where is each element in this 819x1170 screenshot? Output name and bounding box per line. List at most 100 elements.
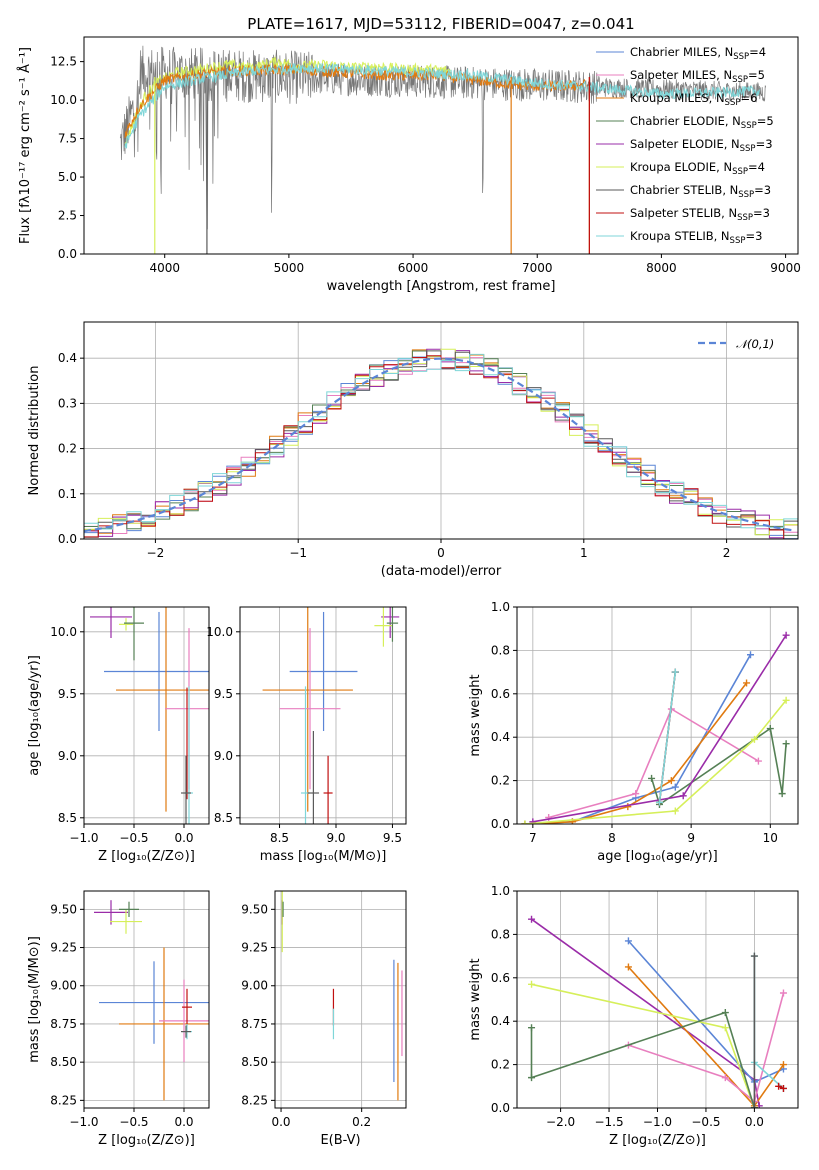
y-tick-label: 8.50 [50, 1055, 77, 1069]
y-tick-label: 0.8 [491, 643, 510, 657]
y-axis-label: mass weight [468, 958, 483, 1040]
weight-marker [528, 1074, 536, 1082]
x-tick-label: 0.2 [352, 1115, 371, 1129]
axes-frame [83, 321, 799, 540]
legend-label: Kroupa ELODIE, NSSP=4 [630, 160, 765, 177]
y-tick-label: 9.5 [58, 687, 77, 701]
legend-label-sub: SSP [730, 236, 746, 246]
y-tick-label: 0.0 [58, 247, 77, 261]
axes-weight_vs_Z: −2.0 −1.5 −1.0 −0.5 0.0 0.0 0.2 0.4 0.6 0.8 1.0 Z [… [468, 884, 799, 1148]
x-tick-label: −1 [289, 546, 307, 560]
y-tick-label: 10.0 [206, 625, 233, 639]
weight-marker [747, 651, 755, 659]
x-tick-label: 10 [763, 831, 778, 845]
y-tick-label: 0.4 [491, 1014, 510, 1028]
x-axis-label: Z [log₁₀(Z/Z⊙)] [98, 849, 195, 864]
axes-frame [83, 606, 210, 825]
weight-line-kroupa-elodie [524, 699, 787, 824]
plot-area-mass_vs_ebv [281, 891, 403, 1101]
x-tick-label: −1.5 [594, 1115, 623, 1129]
legend-label-sub: SSP [733, 52, 749, 62]
legend-label-main: Chabrier STELIB, N [630, 183, 738, 197]
weight-marker [671, 807, 679, 815]
weight-line-kroupa-stelib [658, 672, 677, 803]
y-tick-label: 0.3 [58, 396, 77, 410]
plot-area-age_vs_mass [262, 607, 400, 824]
x-tick-label: 9.5 [383, 831, 402, 845]
legend-label-sub: SSP [737, 213, 753, 223]
y-tick-label: 0.2 [491, 1058, 510, 1072]
weight-marker [750, 1104, 758, 1108]
y-tick-label: 9.25 [50, 941, 77, 955]
y-tick-label: 9.00 [50, 979, 77, 993]
legend-label-main: Chabrier ELODIE, N [630, 114, 741, 128]
legend-label: Chabrier STELIB, NSSP=3 [630, 183, 771, 200]
weight-marker [624, 963, 632, 971]
weight-marker [667, 777, 675, 785]
x-tick-label: 8000 [646, 261, 677, 275]
weight-marker [782, 631, 790, 639]
weight-marker [754, 757, 762, 765]
y-tick-label: 1.0 [491, 600, 510, 614]
weight-marker [779, 1084, 787, 1092]
legend-label-suffix: =3 [756, 137, 773, 151]
legend-label-main: Salpeter ELODIE, N [630, 137, 740, 151]
weight-line-kroupa-miles [524, 682, 748, 824]
y-tick-label: 0.0 [491, 817, 510, 831]
x-tick-label: 7 [529, 831, 537, 845]
y-tick-label: 5.0 [58, 170, 77, 184]
y-tick-label: 8.75 [241, 1017, 268, 1031]
weight-marker [655, 798, 663, 806]
plot-area-mass_vs_Z [94, 900, 209, 1101]
x-tick-label: 4000 [149, 261, 180, 275]
y-tick-label: 9.25 [241, 941, 268, 955]
x-tick-label: 1 [580, 546, 588, 560]
weight-marker [721, 1024, 729, 1032]
legend-label-main: Salpeter MILES, N [630, 68, 732, 82]
x-axis-label: E(B-V) [320, 1133, 360, 1148]
x-tick-label: −0.5 [119, 1115, 148, 1129]
y-tick-label: 10.0 [50, 93, 77, 107]
x-tick-label: −1.0 [69, 1115, 98, 1129]
legend-label: Salpeter STELIB, NSSP=3 [630, 206, 770, 223]
x-tick-label: −2.0 [546, 1115, 575, 1129]
legend-label-suffix: =3 [753, 206, 770, 220]
legend-label-main: Kroupa MILES, N [630, 91, 725, 105]
y-tick-label: 0.0 [491, 1101, 510, 1115]
axes-age_vs_mass: 8.5 9.0 9.5 8.5 9.0 9.5 10.0 mass [log₁₀(M/M⊙)] [206, 606, 407, 864]
weight-marker [624, 803, 632, 811]
y-tick-label: 8.50 [241, 1055, 268, 1069]
x-tick-label: −2 [147, 546, 165, 560]
y-tick-label: 1.0 [491, 884, 510, 898]
weight-marker [679, 792, 687, 800]
legend-label-sub: SSP [732, 75, 748, 85]
weight-marker [528, 1024, 536, 1032]
plot-area-residuals [84, 348, 798, 539]
axes-spectrum: 4000 5000 6000 7000 8000 9000 0.0 2.5 5.0 7.5 10.0… [17, 15, 801, 294]
weight-marker [750, 735, 758, 743]
x-axis-label: (data-model)/error [381, 564, 502, 579]
weight-line-salpeter-elodie [532, 634, 787, 823]
y-tick-label: 8.25 [50, 1093, 77, 1107]
x-tick-label: 6000 [398, 261, 429, 275]
y-tick-label: 12.5 [50, 55, 77, 69]
x-tick-label: 2 [723, 546, 731, 560]
y-tick-label: 8.75 [50, 1017, 77, 1031]
histogram-kroupa-stelib [84, 353, 798, 539]
y-tick-label: 9.00 [241, 979, 268, 993]
weight-marker [648, 774, 656, 782]
weight-marker [750, 952, 758, 960]
chart-title: PLATE=1617, MJD=53112, FIBERID=0047, z=0… [247, 15, 634, 33]
legend-label-suffix: =3 [754, 183, 771, 197]
weight-line-kroupa-elodie [531, 983, 756, 1108]
legend-label: 𝒩(0,1) [736, 337, 774, 351]
y-tick-label: 0.6 [491, 971, 510, 985]
y-tick-label: 9.50 [50, 902, 77, 916]
axes-frame [516, 606, 799, 825]
legend-label-suffix: =4 [749, 45, 766, 59]
y-axis-label: age [log₁₀(age/yr)] [27, 655, 42, 776]
axes-weight_vs_age: 7 8 9 10 0.0 0.2 0.4 0.6 0.8 1.0 age [log₁₀(age/yr… [468, 600, 799, 864]
series-line-kroupa-elodie [124, 56, 451, 145]
weight-marker [743, 679, 751, 687]
y-tick-label: 8.25 [241, 1093, 268, 1107]
